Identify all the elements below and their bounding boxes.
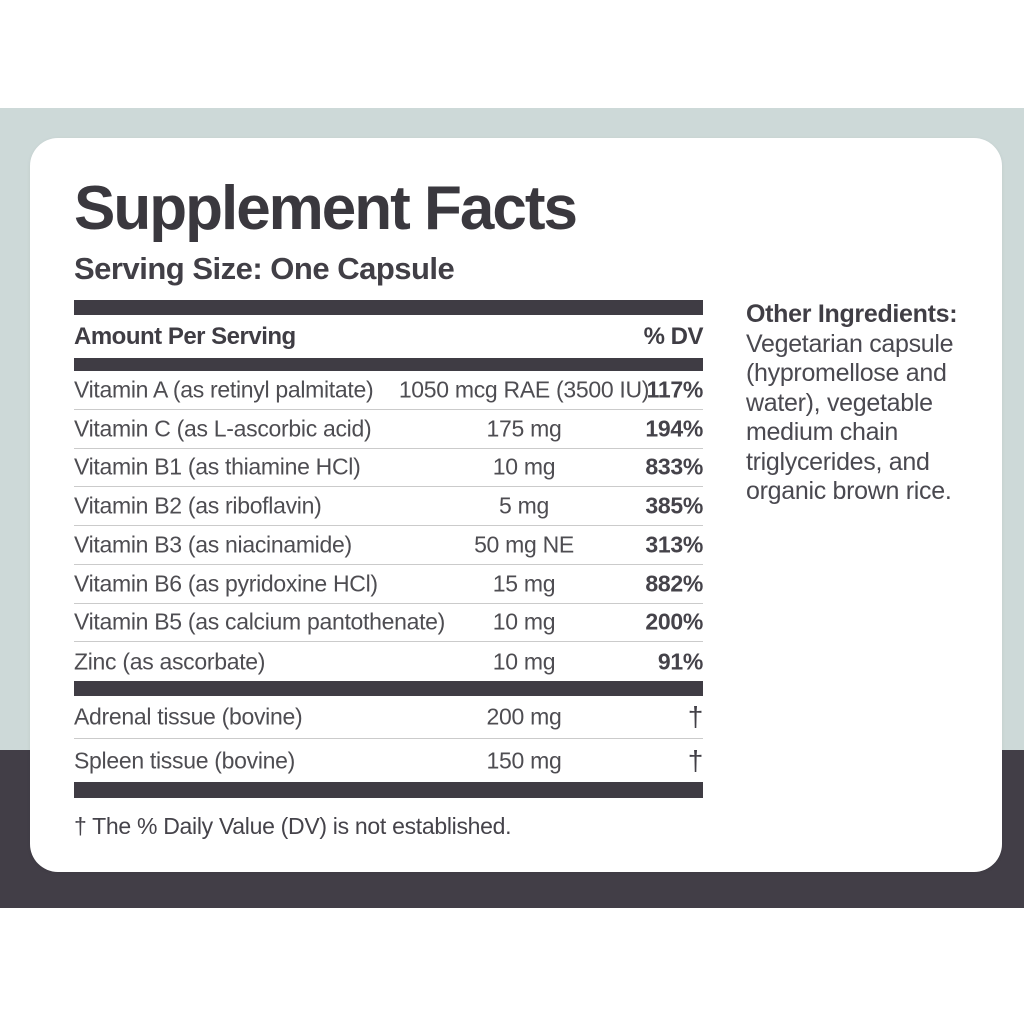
- percent-dv-header: % DV: [643, 322, 704, 350]
- nutrient-amount: 1050 mcg RAE (3500 IU): [398, 376, 650, 403]
- table-row: Zinc (as ascorbate) 10 mg 91%: [74, 642, 703, 681]
- other-ingredients-heading: Other Ingredients:: [746, 300, 958, 328]
- table-row: Adrenal tissue (bovine) 200 mg †: [74, 696, 703, 739]
- amount-per-serving-header: Amount Per Serving: [74, 322, 296, 350]
- nutrient-amount: 5 mg: [499, 492, 549, 519]
- supplement-label-card: Supplement Facts Serving Size: One Capsu…: [30, 138, 1002, 872]
- other-ingredients-section: Other Ingredients: Vegetarian capsule (h…: [746, 300, 1008, 507]
- nutrient-amount: 175 mg: [486, 415, 562, 442]
- nutrient-amount: 10 mg: [492, 608, 556, 635]
- dagger-symbol: †: [687, 701, 704, 732]
- other-ingredients-line: water), vegetable: [746, 388, 933, 417]
- table-row: Vitamin C (as L-ascorbic acid) 175 mg 19…: [74, 410, 703, 449]
- table-row: Vitamin B5 (as calcium pantothenate) 10 …: [74, 604, 703, 643]
- divider-bar-middle: [74, 681, 703, 696]
- nutrient-name: Vitamin B6 (as pyridoxine HCl): [74, 570, 378, 597]
- other-ingredients-line: Vegetarian capsule: [746, 329, 954, 358]
- nutrient-dv: 91%: [657, 648, 703, 675]
- nutrient-name: Vitamin B5 (as calcium pantothenate): [74, 608, 446, 635]
- nutrient-dv: 385%: [645, 492, 703, 519]
- table-row: Vitamin B2 (as riboflavin) 5 mg 385%: [74, 487, 703, 526]
- dagger-symbol: †: [687, 744, 704, 776]
- nutrient-name: Vitamin C (as L-ascorbic acid): [74, 415, 372, 442]
- nutrient-name: Vitamin B2 (as riboflavin): [74, 492, 322, 519]
- nutrient-name: Spleen tissue (bovine): [74, 747, 295, 773]
- nutrient-dv: 117%: [646, 376, 704, 403]
- nutrient-dv: 882%: [645, 570, 703, 597]
- other-ingredients-line: medium chain: [746, 418, 899, 446]
- table-row: Vitamin A (as retinyl palmitate) 1050 mc…: [74, 371, 703, 410]
- nutrient-amount: 150 mg: [486, 747, 562, 773]
- nutrient-name: Vitamin B1 (as thiamine HCl): [74, 453, 361, 480]
- serving-size-text: Serving Size: One Capsule: [74, 251, 455, 286]
- nutrient-name: Vitamin B3 (as niacinamide): [74, 531, 352, 558]
- dv-footnote: † The % Daily Value (DV) is not establis…: [74, 813, 512, 839]
- nutrient-name: Vitamin A (as retinyl palmitate): [74, 376, 374, 403]
- nutrient-amount: 200 mg: [486, 703, 562, 730]
- table-row: Vitamin B1 (as thiamine HCl) 10 mg 833%: [74, 449, 703, 488]
- nutrient-rows: Vitamin A (as retinyl palmitate) 1050 mc…: [74, 371, 703, 681]
- nutrient-dv: 200%: [645, 608, 703, 635]
- divider-bar-under-header: [74, 358, 703, 371]
- other-ingredients-line: triglycerides, and: [746, 447, 930, 476]
- nutrient-amount: 10 mg: [492, 648, 556, 675]
- nutrient-name: Zinc (as ascorbate): [74, 648, 266, 675]
- supplement-facts-title: Supplement Facts: [74, 174, 578, 243]
- nutrient-amount: 50 mg NE: [474, 531, 574, 558]
- nutrient-name: Adrenal tissue (bovine): [74, 703, 303, 730]
- divider-bar-bottom: [74, 782, 703, 798]
- facts-table: Amount Per Serving % DV Vitamin A (as re…: [74, 300, 704, 840]
- table-row: Vitamin B6 (as pyridoxine HCl) 15 mg 882…: [74, 565, 703, 604]
- table-row: Spleen tissue (bovine) 150 mg †: [74, 739, 703, 782]
- table-row: Vitamin B3 (as niacinamide) 50 mg NE 313…: [74, 526, 703, 565]
- glandular-rows: Adrenal tissue (bovine) 200 mg † Spleen …: [74, 696, 703, 782]
- other-ingredients-line: organic brown rice.: [746, 477, 952, 505]
- nutrient-amount: 15 mg: [492, 570, 556, 597]
- nutrient-amount: 10 mg: [492, 453, 556, 480]
- divider-bar-top: [74, 300, 703, 315]
- nutrient-dv: 833%: [645, 453, 703, 480]
- nutrient-dv: 194%: [645, 415, 703, 442]
- nutrient-dv: 313%: [645, 531, 703, 558]
- table-header-row: Amount Per Serving % DV: [74, 315, 704, 358]
- other-ingredients-line: (hypromellose and: [746, 359, 947, 387]
